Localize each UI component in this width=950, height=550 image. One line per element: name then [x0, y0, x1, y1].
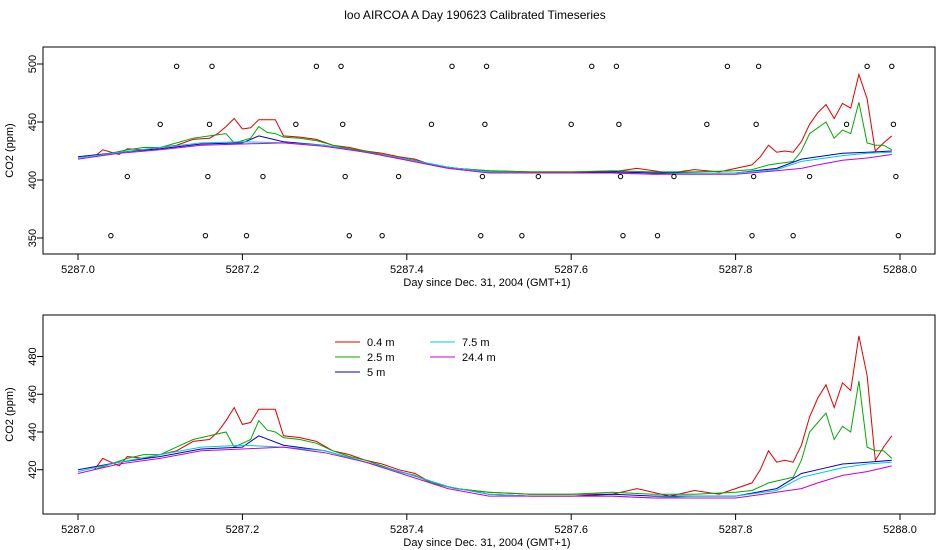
legend-label: 2.5 m: [367, 352, 395, 364]
x-tick-label: 5287.4: [390, 264, 424, 276]
data-point: [589, 63, 595, 70]
x-tick-label: 5287.6: [554, 264, 588, 276]
data-point: [843, 121, 850, 128]
x-tick-label: 5287.6: [554, 524, 588, 536]
data-point: [535, 173, 542, 180]
data-point: [613, 63, 620, 70]
series-line-1: [94, 72, 893, 174]
data-point: [654, 232, 661, 239]
series-line-2-5-m: [94, 380, 893, 495]
data-point: [202, 232, 209, 239]
data-point: [890, 121, 897, 128]
panel-1: 5287.0 5287.2 5287.4 5287.6 5287.8 5288.0 Day …: [4, 46, 936, 289]
y-tick-label: 400: [27, 171, 39, 189]
x-tick-label: 5287.8: [719, 524, 753, 536]
data-point: [338, 63, 344, 70]
data-point: [750, 173, 757, 180]
x-tick-label: 5287.0: [61, 264, 95, 276]
series-line-3: [77, 135, 892, 174]
series-line-5-m: [77, 435, 892, 497]
y-tick-label: 450: [27, 113, 39, 131]
x-tick-label: 5288.0: [883, 524, 917, 536]
x-axis-label: Day since Dec. 31, 2004 (GMT+1): [403, 277, 570, 289]
x-tick-label: 5287.0: [61, 524, 95, 536]
x-tick-label: 5288.0: [883, 264, 917, 276]
data-point: [724, 63, 731, 70]
data-point: [893, 173, 899, 180]
data-point: [895, 232, 902, 239]
data-group: [77, 335, 893, 499]
data-point: [395, 173, 402, 180]
data-point: [346, 232, 352, 239]
data-point: [479, 173, 486, 180]
y-tick-label: 500: [27, 55, 39, 73]
data-point: [339, 121, 346, 128]
data-point: [671, 173, 677, 180]
data-point: [790, 232, 796, 239]
data-point: [449, 63, 455, 70]
x-axis-label: Day since Dec. 31, 2004 (GMT+1): [403, 537, 570, 549]
data-point: [293, 121, 299, 128]
data-point: [206, 121, 213, 128]
data-point: [205, 173, 211, 180]
data-point: [749, 232, 755, 239]
data-point: [755, 63, 762, 70]
data-point: [889, 63, 895, 70]
y-tick-label: 350: [27, 229, 39, 247]
data-point: [173, 63, 180, 70]
data-point: [482, 121, 488, 128]
y-axis-label: CO2 (ppm): [4, 123, 16, 177]
legend-label: 5 m: [367, 367, 385, 379]
data-point: [483, 63, 490, 70]
data-point: [806, 173, 813, 180]
data-point: [260, 173, 266, 180]
legend-label: 7.5 m: [462, 337, 490, 349]
data-point: [108, 232, 114, 239]
x-tick-label: 5287.2: [226, 524, 260, 536]
legend-label: 0.4 m: [367, 337, 395, 349]
x-tick-label: 5287.2: [226, 264, 260, 276]
data-point: [478, 232, 484, 239]
y-tick-label: 440: [27, 423, 39, 441]
data-point: [617, 173, 624, 180]
legend: 0.4 m 2.5 m 5 m 7.5 m 24.4 m: [335, 337, 496, 379]
data-point: [616, 121, 622, 128]
data-group: [77, 63, 902, 239]
panel-2: 5287.0 5287.2 5287.4 5287.6 5287.8 5288.0 Day …: [4, 314, 936, 549]
y-tick-label: 460: [27, 385, 39, 403]
data-point: [313, 63, 320, 70]
data-point: [519, 232, 525, 239]
legend-label: 24.4 m: [462, 352, 496, 364]
data-point: [568, 121, 574, 128]
data-point: [620, 232, 626, 239]
x-tick-label: 5287.4: [390, 524, 424, 536]
y-axis-label: CO2 (ppm): [4, 387, 16, 441]
series-line-5: [77, 142, 892, 175]
data-point: [864, 63, 870, 70]
series-line-24-4-m: [77, 446, 892, 499]
data-point: [428, 121, 435, 128]
data-point: [157, 121, 163, 128]
data-point: [209, 63, 215, 70]
data-point: [704, 121, 710, 128]
chart-title: loo AIRCOA A Day 190623 Calibrated Times…: [344, 8, 606, 22]
data-point: [243, 232, 250, 239]
data-point: [753, 121, 759, 128]
data-point: [342, 173, 348, 180]
data-point: [124, 173, 131, 180]
plot-frame: [42, 46, 936, 255]
x-tick-label: 5287.8: [719, 264, 753, 276]
plot-frame: [42, 314, 936, 515]
data-point: [379, 232, 385, 239]
y-tick-label: 480: [27, 347, 39, 365]
series-line-2: [94, 102, 893, 173]
y-tick-label: 420: [27, 461, 39, 479]
